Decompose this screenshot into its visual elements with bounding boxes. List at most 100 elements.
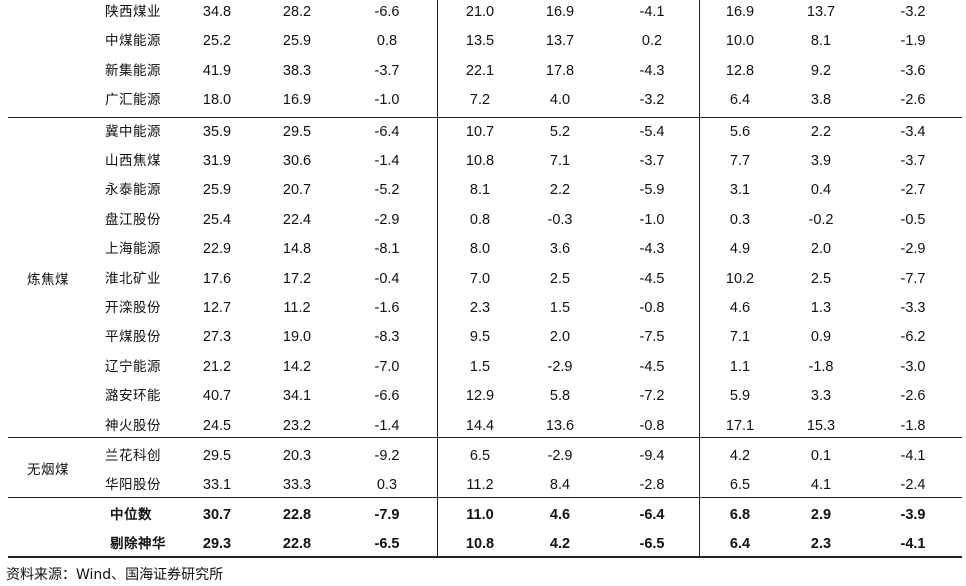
value-cell: -5.4 — [639, 123, 665, 140]
company-name: 兰花科创 — [105, 448, 161, 464]
summary-value: -3.9 — [900, 507, 926, 523]
value-cell: 22.4 — [282, 211, 312, 228]
value-cell: 6.5 — [469, 448, 491, 464]
company-name: 冀中能源 — [105, 123, 161, 140]
company-name: 中煤能源 — [105, 33, 161, 50]
value-cell: -2.6 — [900, 388, 926, 405]
value-cell: -4.3 — [639, 241, 665, 258]
column-separator — [437, 0, 438, 556]
value-cell: 8.4 — [549, 477, 571, 494]
table-rule — [8, 437, 962, 438]
company-name: 华阳股份 — [105, 477, 161, 494]
value-cell: 14.4 — [465, 417, 495, 434]
value-cell: 15.3 — [806, 417, 836, 434]
value-cell: 5.2 — [549, 123, 571, 140]
value-cell: 22.9 — [202, 241, 232, 258]
value-cell: -0.4 — [374, 270, 400, 287]
source-note: 资料来源：Wind、国海证券研究所 — [6, 567, 224, 583]
value-cell: 20.7 — [282, 182, 312, 199]
value-cell: -1.9 — [900, 33, 926, 50]
value-cell: 19.0 — [282, 329, 312, 346]
category-label: 炼焦煤 — [27, 272, 69, 288]
value-cell: -3.7 — [639, 153, 665, 169]
value-cell: 4.1 — [810, 477, 832, 494]
value-cell: -2.4 — [900, 477, 926, 494]
value-cell: 10.8 — [465, 153, 495, 169]
value-cell: -8.1 — [374, 241, 400, 258]
value-cell: 1.5 — [549, 300, 571, 316]
value-cell: 20.3 — [282, 448, 312, 464]
value-cell: 0.2 — [641, 33, 663, 50]
summary-value: 6.8 — [729, 507, 751, 523]
value-cell: 16.9 — [282, 92, 312, 109]
value-cell: -6.2 — [900, 329, 926, 346]
value-cell: 13.7 — [545, 33, 575, 50]
value-cell: 0.3 — [376, 477, 398, 494]
value-cell: 25.9 — [202, 182, 232, 199]
value-cell: -1.4 — [374, 417, 400, 434]
value-cell: 9.2 — [810, 62, 832, 79]
summary-value: 22.8 — [282, 507, 312, 523]
summary-value: 4.2 — [549, 536, 571, 552]
value-cell: 34.8 — [202, 4, 232, 20]
value-cell: 7.2 — [469, 92, 491, 109]
value-cell: 10.0 — [725, 33, 755, 50]
value-cell: -7.5 — [639, 329, 665, 346]
company-name: 淮北矿业 — [105, 270, 161, 287]
value-cell: 22.1 — [465, 62, 495, 79]
value-cell: 13.5 — [465, 33, 495, 50]
value-cell: -8.3 — [374, 329, 400, 346]
value-cell: 7.1 — [729, 329, 751, 346]
value-cell: 2.0 — [810, 241, 832, 258]
value-cell: -0.8 — [639, 417, 665, 434]
summary-name: 中位数 — [110, 507, 152, 523]
value-cell: -7.2 — [639, 388, 665, 405]
value-cell: 3.9 — [810, 153, 832, 169]
value-cell: -1.6 — [374, 300, 400, 316]
value-cell: 21.2 — [202, 358, 232, 375]
value-cell: 0.8 — [376, 33, 398, 50]
value-cell: 2.0 — [549, 329, 571, 346]
value-cell: 0.3 — [729, 211, 751, 228]
coal-company-table: 陕西煤业 34.8 28.2 -6.6 21.0 16.9 -4.1 16.9 13.7 -3.2… — [8, 0, 962, 558]
value-cell: 10.7 — [465, 123, 495, 140]
value-cell: 1.1 — [729, 358, 751, 375]
value-cell: -6.4 — [374, 123, 400, 140]
value-cell: 11.2 — [283, 300, 311, 316]
value-cell: 8.1 — [810, 33, 832, 50]
value-cell: 17.1 — [725, 417, 755, 434]
value-cell: 2.2 — [810, 123, 832, 140]
value-cell: -0.3 — [547, 211, 573, 228]
value-cell: 23.2 — [282, 417, 312, 434]
value-cell: -1.8 — [808, 358, 834, 375]
value-cell: -2.9 — [547, 358, 573, 375]
value-cell: -3.2 — [639, 92, 665, 109]
value-cell: 25.9 — [282, 33, 312, 50]
summary-name: 剔除神华 — [110, 536, 166, 552]
company-name: 神火股份 — [105, 417, 161, 434]
value-cell: 4.6 — [729, 300, 751, 316]
value-cell: 5.9 — [729, 388, 751, 405]
table-rule — [8, 117, 962, 118]
value-cell: -4.1 — [900, 448, 926, 464]
value-cell: -0.5 — [900, 211, 926, 228]
value-cell: 25.2 — [202, 33, 232, 50]
value-cell: -4.5 — [639, 358, 665, 375]
value-cell: 13.7 — [806, 4, 836, 20]
value-cell: -7.7 — [900, 270, 926, 287]
value-cell: 4.2 — [729, 448, 751, 464]
value-cell: -5.2 — [374, 182, 400, 199]
value-cell: 0.4 — [810, 182, 832, 199]
value-cell: 16.9 — [725, 4, 755, 20]
value-cell: -4.3 — [639, 62, 665, 79]
value-cell: 31.9 — [202, 153, 232, 169]
value-cell: 8.0 — [469, 241, 491, 258]
value-cell: -7.0 — [374, 358, 400, 375]
value-cell: 5.6 — [729, 123, 751, 140]
value-cell: 2.5 — [549, 270, 571, 287]
value-cell: 30.6 — [282, 153, 312, 169]
summary-value: 4.6 — [549, 507, 571, 523]
summary-value: 10.8 — [465, 536, 495, 552]
value-cell: 8.1 — [469, 182, 491, 199]
value-cell: 6.4 — [729, 92, 751, 109]
